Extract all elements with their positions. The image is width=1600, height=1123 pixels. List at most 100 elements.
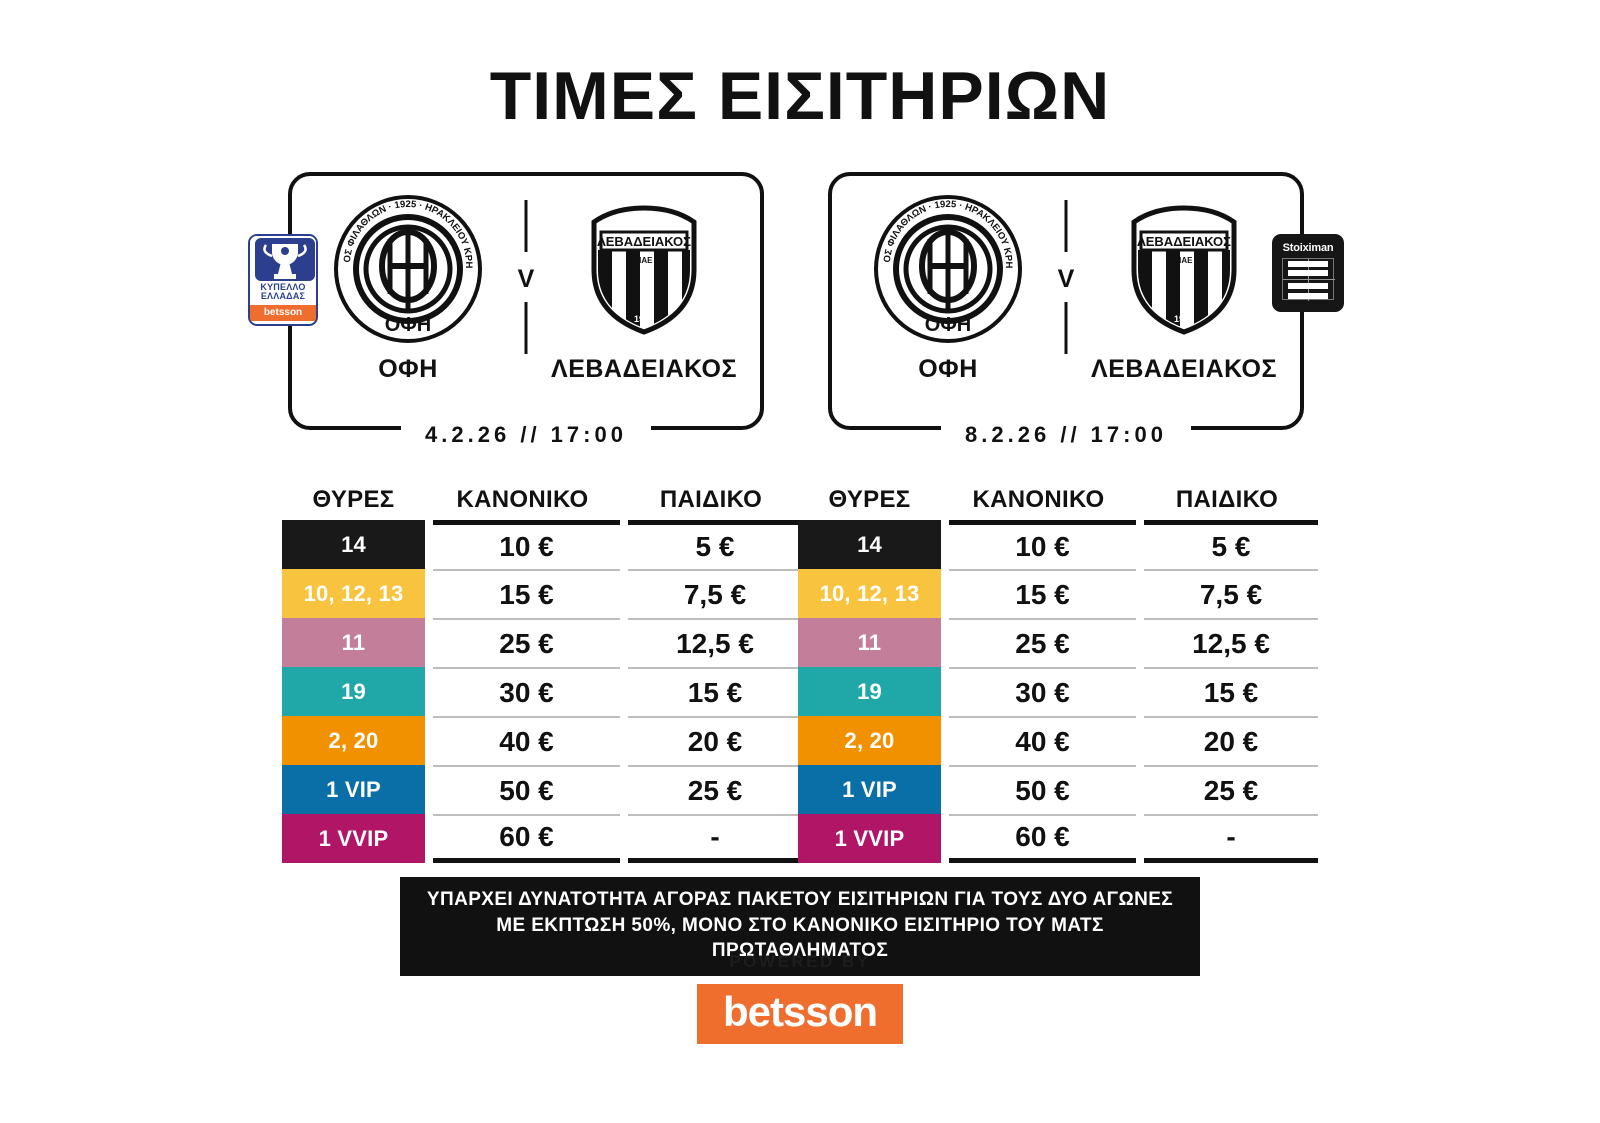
gate-cell: 11 xyxy=(798,618,941,667)
svg-text:ΠΑΕ: ΠΑΕ xyxy=(636,256,654,265)
gate-cell: 1 VVIP xyxy=(282,814,425,863)
table-row: 10, 12, 13 15 €7,5 € xyxy=(282,569,802,618)
header-adult: ΚΑΝΟΝΙΚΟ xyxy=(972,486,1105,513)
child-price-cell: 5 € xyxy=(1144,520,1318,569)
table-row: 2, 20 40 €20 € xyxy=(282,716,802,765)
gate-cell: 14 xyxy=(798,520,941,569)
svg-text:ΛΕΒΑΔΕΙΑΚΟΣ: ΛΕΒΑΔΕΙΑΚΟΣ xyxy=(1137,234,1231,249)
child-price-cell: 12,5 € xyxy=(1144,618,1318,667)
svg-text:ΟΦΗ: ΟΦΗ xyxy=(925,314,971,336)
ofi-crest-icon: ΟΜΙΛΟΣ ΦΙΛΑΘΛΩΝ · 1925 · ΗΡΑΚΛΕΙΟΥ ΚΡΗΤΗ… xyxy=(329,186,482,343)
svg-text:ΟΦΗ: ΟΦΗ xyxy=(385,314,431,336)
adult-price-cell: 40 € xyxy=(433,716,620,765)
versus-separator: V xyxy=(503,194,549,364)
price-table: ΘΥΡΕΣ ΚΑΝΟΝΙΚΟ ΠΑΙΔΙΚΟ 14 10 €5 €10, 12, … xyxy=(282,470,802,863)
versus-label: V xyxy=(1057,264,1075,293)
child-price-cell: 7,5 € xyxy=(1144,569,1318,618)
table-row: 1 VIP 50 €25 € xyxy=(798,765,1318,814)
versus-separator: V xyxy=(1043,194,1089,364)
adult-price-cell: 10 € xyxy=(433,520,620,569)
frame-notch xyxy=(941,417,1191,431)
child-price-cell: 15 € xyxy=(1144,667,1318,716)
header-adult: ΚΑΝΟΝΙΚΟ xyxy=(456,486,589,513)
gate-cell: 2, 20 xyxy=(798,716,941,765)
child-price-cell: 15 € xyxy=(628,667,802,716)
table-row: 11 25 €12,5 € xyxy=(798,618,1318,667)
cup-sponsor-label: betsson xyxy=(250,304,316,321)
match-datetime: 4.2.26 // 17:00 xyxy=(425,422,627,447)
adult-price-cell: 25 € xyxy=(433,618,620,667)
footer: POWERED BY betsson xyxy=(0,952,1600,1045)
page-title: ΤΙΜΕΣ ΕΙΣΙΤΗΡΙΩΝ xyxy=(489,58,1111,134)
child-price-cell: 12,5 € xyxy=(628,618,802,667)
table-header-row: ΘΥΡΕΣ ΚΑΝΟΝΙΚΟ ΠΑΙΔΙΚΟ xyxy=(798,470,1318,512)
child-price-cell: - xyxy=(628,814,802,863)
gate-cell: 14 xyxy=(282,520,425,569)
header-gates: ΘΥΡΕΣ xyxy=(312,486,395,513)
betsson-logo: betsson xyxy=(696,984,904,1045)
ofi-crest-icon: ΟΜΙΛΟΣ ΦΙΛΑΘΛΩΝ · 1925 · ΗΡΑΚΛΕΙΟΥ ΚΡΗΤΗ… xyxy=(869,186,1022,343)
table-header-row: ΘΥΡΕΣ ΚΑΝΟΝΙΚΟ ΠΑΙΔΙΚΟ xyxy=(282,470,802,512)
table-row: 2, 20 40 €20 € xyxy=(798,716,1318,765)
home-team: ΟΜΙΛΟΣ ΦΙΛΑΘΛΩΝ · 1925 · ΗΡΑΚΛΕΙΟΥ ΚΡΗΤΗ… xyxy=(853,186,1043,384)
table-row: 19 30 €15 € xyxy=(798,667,1318,716)
table-body: 14 10 €5 €10, 12, 13 15 €7,5 €11 25 €12,5 €… xyxy=(282,520,802,863)
table-row: 1 VVIP 60 € - xyxy=(282,814,802,863)
stoiximan-label: Stoiximan xyxy=(1282,242,1334,254)
table-row: 1 VVIP 60 € - xyxy=(798,814,1318,863)
table-row: 10, 12, 13 15 €7,5 € xyxy=(798,569,1318,618)
gate-cell: 10, 12, 13 xyxy=(798,569,941,618)
away-team: ΛΕΒΑΔΕΙΑΚΟΣ ΠΑΕ 1961 ΛΕΒΑΔΕΙΑΚΟΣ xyxy=(1089,194,1279,384)
adult-price-cell: 25 € xyxy=(949,618,1136,667)
table-row: 19 30 €15 € xyxy=(282,667,802,716)
adult-price-cell: 10 € xyxy=(949,520,1136,569)
header-child: ΠΑΙΔΙΚΟ xyxy=(1175,486,1279,513)
away-team-name: ΛΕΒΑΔΕΙΑΚΟΣ xyxy=(1091,355,1277,383)
table-row: 11 25 €12,5 € xyxy=(282,618,802,667)
child-price-cell: 20 € xyxy=(628,716,802,765)
child-price-cell: 20 € xyxy=(1144,716,1318,765)
cup-badge-label: ΚΥΠΕΛΛΟ ΕΛΛΑΔΑΣ xyxy=(260,282,306,302)
adult-price-cell: 40 € xyxy=(949,716,1136,765)
versus-label: V xyxy=(517,264,535,293)
away-team: ΛΕΒΑΔΕΙΑΚΟΣ ΠΑΕ 1961 ΛΕΒΑΔΕΙΑΚΟΣ xyxy=(549,194,739,384)
table-row: 14 10 €5 € xyxy=(282,520,802,569)
gate-cell: 1 VIP xyxy=(798,765,941,814)
football-pitch-icon xyxy=(1282,258,1335,301)
gate-cell: 1 VIP xyxy=(282,765,425,814)
home-team: ΟΜΙΛΟΣ ΦΙΛΑΘΛΩΝ · 1925 · ΗΡΑΚΛΕΙΟΥ ΚΡΗΤΗ… xyxy=(313,186,503,384)
gate-cell: 19 xyxy=(798,667,941,716)
match-card: ΚΥΠΕΛΛΟ ΕΛΛΑΔΑΣ betsson xyxy=(248,172,764,447)
levadeiakos-crest-icon: ΛΕΒΑΔΕΙΑΚΟΣ ΠΑΕ 1961 xyxy=(591,205,697,335)
match-card: Stoiximan xyxy=(828,172,1344,447)
child-price-cell: 7,5 € xyxy=(628,569,802,618)
header-child: ΠΑΙΔΙΚΟ xyxy=(659,486,763,513)
header-gates: ΘΥΡΕΣ xyxy=(828,486,911,513)
adult-price-cell: 50 € xyxy=(949,765,1136,814)
adult-price-cell: 60 € xyxy=(433,814,620,863)
home-team-name: ΟΦΗ xyxy=(378,355,438,383)
table-body: 14 10 €5 €10, 12, 13 15 €7,5 €11 25 €12,5 €… xyxy=(798,520,1318,863)
adult-price-cell: 50 € xyxy=(433,765,620,814)
match-datetime: 8.2.26 // 17:00 xyxy=(965,422,1167,447)
price-table: ΘΥΡΕΣ ΚΑΝΟΝΙΚΟ ΠΑΙΔΙΚΟ 14 10 €5 €10, 12, … xyxy=(798,470,1318,863)
cup-line1: ΚΥΠΕΛΛΟ xyxy=(260,282,306,292)
frame-notch xyxy=(401,417,651,431)
child-price-cell: 25 € xyxy=(628,765,802,814)
stoiximan-badge-icon: Stoiximan xyxy=(1272,234,1344,312)
svg-text:1961: 1961 xyxy=(1174,314,1194,324)
promo-banner: ΥΠΑΡΧΕΙ ΔΥΝΑΤΟΤΗΤΑ ΑΓΟΡΑΣ ΠΑΚΕΤΟΥ ΕΙΣΙΤΗ… xyxy=(400,877,1200,976)
svg-text:ΠΑΕ: ΠΑΕ xyxy=(1176,256,1194,265)
child-price-cell: 25 € xyxy=(1144,765,1318,814)
svg-text:1961: 1961 xyxy=(634,314,654,324)
cup-line2: ΕΛΛΑΔΑΣ xyxy=(260,291,306,302)
promo-line-2: ΜΕ ΕΚΠΤΩΣΗ 50%, ΜΟΝΟ ΣΤΟ ΚΑΝΟΝΙΚΟ ΕΙΣΙΤΗ… xyxy=(496,914,1104,962)
adult-price-cell: 30 € xyxy=(949,667,1136,716)
greek-cup-badge-icon: ΚΥΠΕΛΛΟ ΕΛΛΑΔΑΣ betsson xyxy=(248,234,318,326)
gate-cell: 19 xyxy=(282,667,425,716)
promo-line-1: ΥΠΑΡΧΕΙ ΔΥΝΑΤΟΤΗΤΑ ΑΓΟΡΑΣ ΠΑΚΕΤΟΥ ΕΙΣΙΤΗ… xyxy=(426,889,1174,910)
gate-cell: 2, 20 xyxy=(282,716,425,765)
match-cards: ΚΥΠΕΛΛΟ ΕΛΛΑΔΑΣ betsson xyxy=(0,172,1600,447)
adult-price-cell: 60 € xyxy=(949,814,1136,863)
